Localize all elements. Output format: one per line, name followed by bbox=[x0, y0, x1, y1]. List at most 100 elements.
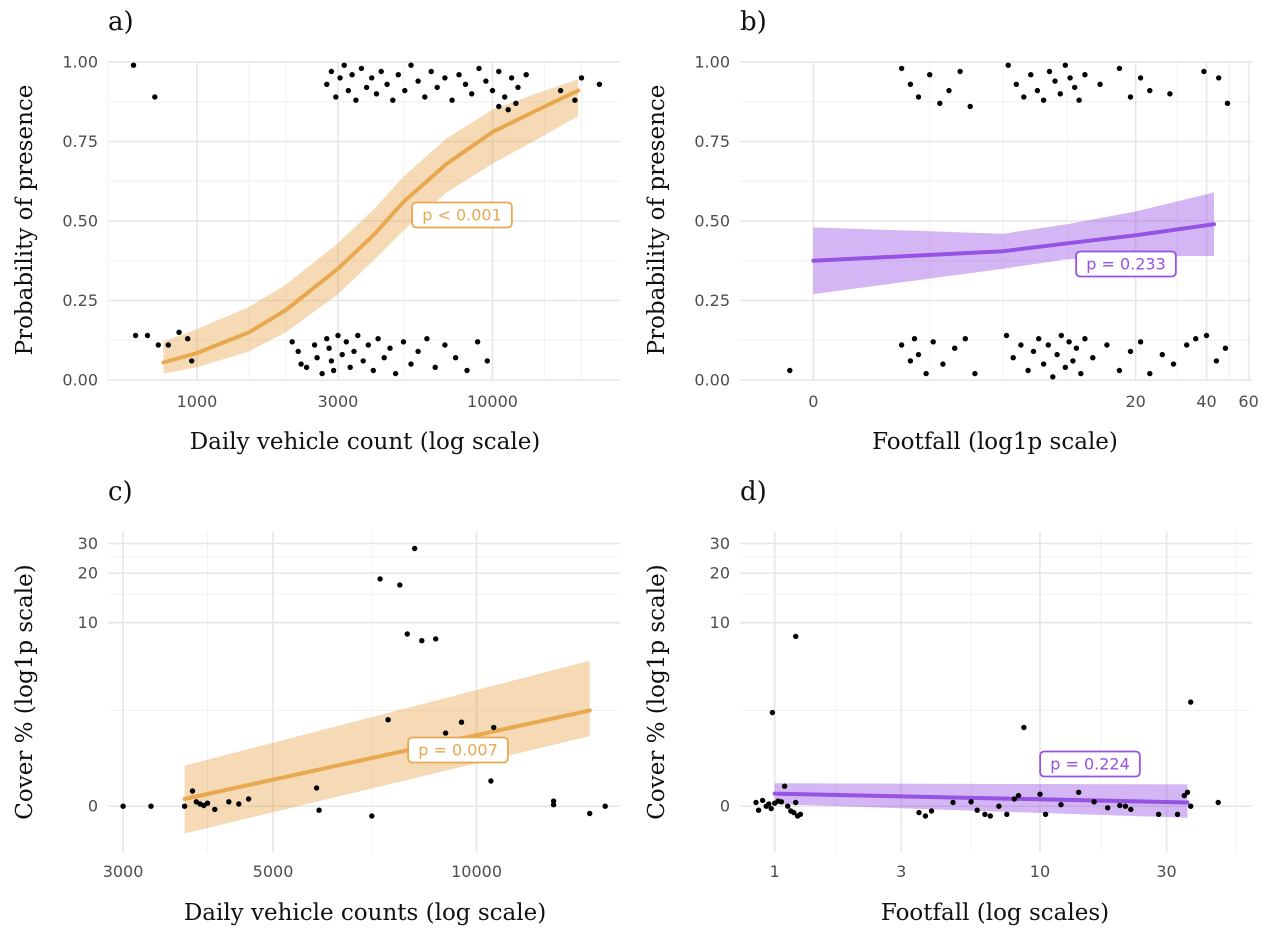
data-point bbox=[120, 803, 126, 809]
data-point bbox=[400, 339, 407, 345]
data-point bbox=[328, 358, 335, 364]
data-point bbox=[488, 778, 494, 784]
data-point bbox=[759, 797, 766, 804]
data-point bbox=[378, 68, 384, 75]
panel-a: a) 1000 3000 10000 0.00 0.25 0.50 0.75 1.00 p < … bbox=[12, 7, 620, 455]
data-point bbox=[226, 799, 232, 805]
data-point bbox=[766, 801, 772, 807]
x-tick-label: 3000 bbox=[103, 862, 144, 881]
panel-d: d) 1 3 10 30 0 10 20 30 p = 0.224 Footfall (log … bbox=[644, 477, 1252, 926]
data-point bbox=[402, 87, 408, 94]
data-point bbox=[1167, 91, 1173, 97]
data-point bbox=[1030, 348, 1037, 355]
data-point bbox=[181, 803, 188, 809]
confidence-band bbox=[184, 660, 590, 834]
data-point bbox=[412, 545, 418, 552]
data-point bbox=[333, 94, 339, 100]
data-point bbox=[369, 75, 375, 81]
fit-line bbox=[772, 791, 1190, 805]
panel-d-x-title: Footfall (log scales) bbox=[881, 900, 1109, 926]
data-point bbox=[1018, 342, 1024, 348]
data-point bbox=[996, 803, 1002, 809]
panel-c: c) 3000 5000 10000 0 10 20 30 p = 0.007 Daily v… bbox=[12, 477, 620, 926]
data-point bbox=[1050, 374, 1056, 380]
data-point bbox=[1201, 68, 1207, 75]
y-tick-label: 0.25 bbox=[694, 291, 730, 310]
data-point bbox=[550, 802, 557, 808]
x-tick-label: 10000 bbox=[451, 862, 502, 881]
y-tick-label: 0.75 bbox=[694, 132, 730, 151]
data-point bbox=[189, 788, 196, 794]
pvalue-label: p = 0.224 bbox=[1050, 755, 1130, 774]
data-point bbox=[1005, 62, 1011, 68]
data-point bbox=[940, 361, 946, 367]
data-point bbox=[1015, 792, 1022, 799]
y-tick-label: 10 bbox=[78, 613, 98, 632]
pvalue-label: p < 0.001 bbox=[422, 206, 502, 225]
data-point bbox=[1062, 364, 1069, 370]
data-point bbox=[349, 72, 355, 78]
y-tick-label: 30 bbox=[78, 534, 98, 553]
data-point bbox=[505, 107, 511, 113]
data-point bbox=[289, 339, 295, 345]
y-tick-label: 0 bbox=[88, 797, 98, 816]
data-point bbox=[496, 68, 502, 75]
data-point bbox=[1004, 811, 1010, 817]
y-tick-label: 1.00 bbox=[62, 53, 98, 72]
confidence-band bbox=[813, 192, 1214, 295]
data-point bbox=[328, 68, 335, 75]
data-point bbox=[341, 62, 347, 68]
panel-c-y-title: Cover % (log1p scale) bbox=[12, 564, 38, 819]
confidence-band bbox=[163, 79, 579, 374]
data-point bbox=[1045, 342, 1052, 348]
data-point bbox=[370, 367, 376, 374]
data-point bbox=[387, 345, 393, 351]
data-point bbox=[339, 351, 345, 358]
data-point bbox=[1188, 699, 1194, 705]
data-point bbox=[952, 345, 958, 351]
data-point bbox=[381, 355, 387, 361]
x-tick-label: 40 bbox=[1196, 392, 1216, 411]
data-point bbox=[369, 813, 375, 819]
data-point bbox=[1147, 370, 1153, 377]
y-tick-label: 1.00 bbox=[694, 53, 730, 72]
data-point bbox=[974, 807, 980, 813]
fit-line bbox=[811, 222, 1216, 263]
data-point bbox=[347, 364, 353, 370]
data-point bbox=[375, 336, 381, 342]
data-point bbox=[132, 332, 139, 339]
data-point bbox=[982, 811, 988, 817]
data-point bbox=[962, 336, 968, 342]
data-point bbox=[165, 342, 171, 348]
panel-d-y-title: Cover % (log1p scale) bbox=[644, 564, 670, 819]
panel-d-plot: 1 3 10 30 0 10 20 30 p = 0.224 bbox=[710, 532, 1252, 881]
data-point bbox=[1037, 791, 1043, 797]
data-point bbox=[937, 100, 943, 107]
data-point bbox=[1072, 84, 1078, 91]
data-point bbox=[148, 803, 154, 809]
data-point bbox=[464, 367, 470, 374]
data-point bbox=[1021, 724, 1027, 731]
data-point bbox=[324, 81, 330, 88]
data-point bbox=[923, 370, 929, 377]
panel-b-x-title: Footfall (log1p scale) bbox=[872, 429, 1118, 455]
data-point bbox=[385, 717, 391, 723]
x-tick-label: 1 bbox=[770, 862, 780, 881]
data-point bbox=[330, 367, 337, 374]
data-point bbox=[957, 68, 963, 75]
data-point bbox=[513, 100, 519, 107]
data-point bbox=[1091, 799, 1097, 805]
data-point bbox=[1116, 367, 1123, 374]
x-tick-label: 20 bbox=[1126, 392, 1146, 411]
data-point bbox=[456, 72, 462, 78]
data-point bbox=[1127, 348, 1134, 355]
data-point bbox=[295, 348, 301, 355]
data-point bbox=[1222, 345, 1229, 351]
data-point bbox=[1021, 94, 1027, 100]
data-point bbox=[1097, 81, 1103, 88]
data-point bbox=[1011, 796, 1017, 802]
data-point bbox=[502, 94, 508, 100]
data-point bbox=[434, 84, 440, 91]
data-point bbox=[365, 342, 371, 348]
